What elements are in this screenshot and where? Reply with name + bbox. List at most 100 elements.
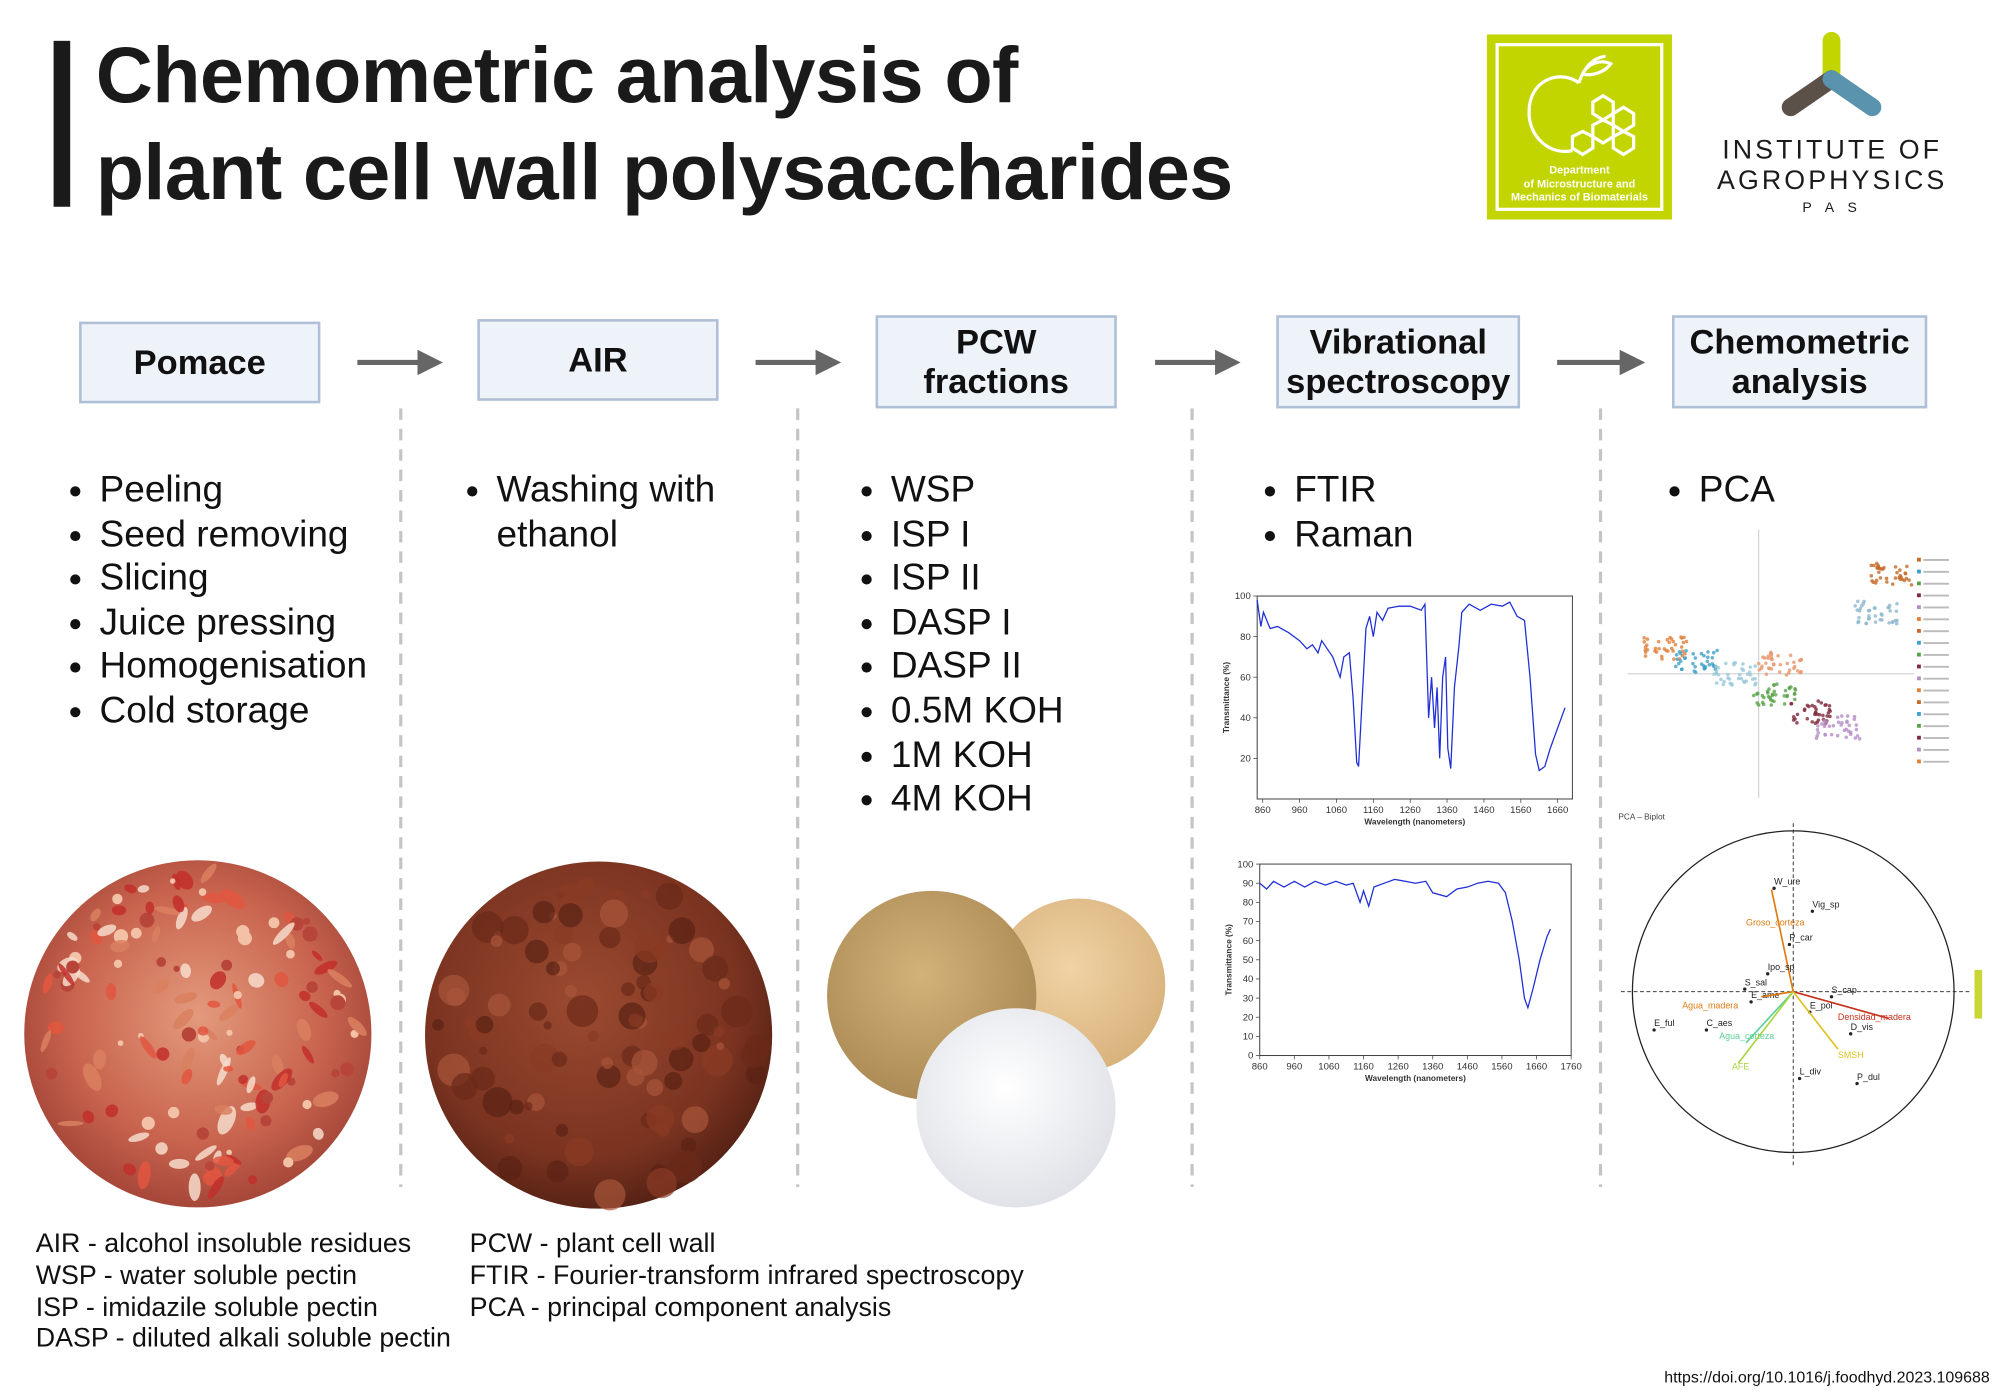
- scatter-dot: [1643, 654, 1648, 658]
- y-tick-label: 30: [1243, 993, 1254, 1004]
- air-grain: [663, 1026, 687, 1051]
- plot-frame: [1256, 595, 1573, 800]
- air-grain: [528, 1002, 548, 1021]
- biplot-label: P_dul: [1857, 1072, 1880, 1082]
- scatter-dot: [1816, 718, 1821, 722]
- air-grain: [745, 1064, 766, 1085]
- loading-point: [1772, 886, 1776, 890]
- department-logo: [1486, 34, 1672, 220]
- x-tick-label: 1060: [1318, 1062, 1339, 1073]
- loading-point: [1829, 995, 1834, 999]
- x-tick-label: 1660: [1547, 805, 1568, 816]
- biplot-label: S_cap: [1832, 985, 1857, 995]
- pomace-piece: [236, 1040, 256, 1056]
- pomace-seed: [117, 1040, 124, 1046]
- pomace-seed: [233, 990, 242, 1000]
- institute-name: P A S: [1802, 200, 1862, 216]
- air-grain: [716, 1042, 725, 1051]
- loading-point: [1855, 1081, 1859, 1086]
- scatter-dot: [1887, 621, 1891, 625]
- scatter-dot: [1715, 648, 1719, 653]
- biplot-label: AFE: [1732, 1062, 1749, 1072]
- legend-swatch: [1917, 557, 1921, 562]
- pomace-piece: [173, 1009, 194, 1030]
- scatter-dot: [1761, 655, 1765, 660]
- scatter-dot: [1677, 661, 1681, 666]
- air-grain: [504, 1133, 515, 1144]
- loading-point: [1849, 1032, 1853, 1036]
- pomace-piece: [47, 1021, 64, 1035]
- scatter-dot: [1909, 583, 1914, 587]
- pomace-seed: [198, 888, 207, 896]
- loading-arrow: [1770, 889, 1795, 992]
- pomace-seed: [226, 1029, 233, 1036]
- pomace-seed: [141, 1116, 155, 1130]
- step-box: Vibrational spectroscopy: [1276, 315, 1521, 409]
- air-grain: [596, 1064, 621, 1089]
- scatter-dot: [1852, 717, 1857, 722]
- scatter-dot: [1691, 661, 1695, 666]
- scatter-dot: [1857, 615, 1861, 620]
- biplot-label: D_vis: [1851, 1022, 1874, 1032]
- scatter-dot: [1897, 575, 1902, 580]
- pomace-piece: [168, 1158, 190, 1169]
- pomace-seed: [112, 893, 123, 905]
- scatter-dot: [1873, 606, 1877, 610]
- pomace-seed: [236, 925, 250, 939]
- scatter-dot: [1730, 682, 1734, 686]
- legend-swatch: [1917, 628, 1921, 633]
- scatter-dot: [1835, 715, 1840, 720]
- scatter-dot: [1783, 688, 1788, 693]
- pomace-piece: [139, 1036, 157, 1059]
- air-grain: [490, 935, 503, 948]
- x-tick-label: 1560: [1510, 805, 1531, 816]
- pomace-piece: [82, 1110, 95, 1124]
- loading-arrow: [1737, 991, 1794, 1064]
- scatter-dot: [1894, 609, 1899, 614]
- pomace-piece: [175, 906, 188, 930]
- scatter-dot: [1847, 723, 1852, 728]
- scatter-dot: [1751, 693, 1756, 698]
- scatter-dot: [1699, 662, 1704, 666]
- title-line: Chemometric analysis of: [95, 31, 1019, 120]
- x-tick-label: 960: [1286, 1062, 1302, 1073]
- scatter-dot: [1667, 640, 1671, 645]
- scatter-dot: [1887, 603, 1892, 608]
- air-grain: [524, 1101, 533, 1111]
- scatter-dot: [1828, 714, 1832, 719]
- y-tick-label: 80: [1240, 632, 1251, 643]
- air-grain: [529, 1043, 559, 1073]
- scatter-dot: [1710, 655, 1715, 660]
- legend-text-block: [1923, 737, 1949, 739]
- legend-text-block: [1923, 701, 1949, 704]
- pomace-piece: [93, 1049, 106, 1070]
- pomace-seed: [306, 981, 318, 993]
- logo-icon: [1527, 54, 1636, 157]
- x-tick-label: 1560: [1491, 1062, 1512, 1073]
- scatter-dot: [1776, 654, 1780, 658]
- scatter-dot: [1815, 727, 1820, 732]
- scatter-dot: [1732, 662, 1736, 667]
- scatter-dot: [1884, 576, 1889, 581]
- scatter-dot: [1855, 608, 1860, 612]
- air-grain: [669, 1149, 703, 1184]
- pomace-piece: [213, 1156, 234, 1166]
- legend-swatch: [1917, 712, 1921, 716]
- abbreviation: PCA - principal component analysis: [469, 1292, 892, 1322]
- x-tick-label: 1160: [1353, 1062, 1374, 1073]
- scatter-dot: [1785, 694, 1789, 699]
- pomace-piece: [274, 972, 289, 987]
- air-grain: [577, 877, 596, 896]
- y-tick-label: 80: [1243, 898, 1254, 909]
- scatter-dot: [1839, 723, 1843, 727]
- air-grain: [545, 961, 560, 976]
- scatter-dot: [1745, 672, 1750, 676]
- step-label: fractions: [923, 361, 1069, 401]
- doi: https://doi.org/10.1016/j.foodhyd.2023.1…: [1664, 1368, 1990, 1387]
- scatter-dot: [1748, 665, 1753, 669]
- legend-text-block: [1923, 748, 1949, 751]
- color-scale: [1974, 970, 1983, 1019]
- step-item: 4M KOH: [891, 777, 1197, 821]
- scatter-dot: [1693, 656, 1698, 660]
- pomace-seed: [261, 1091, 274, 1104]
